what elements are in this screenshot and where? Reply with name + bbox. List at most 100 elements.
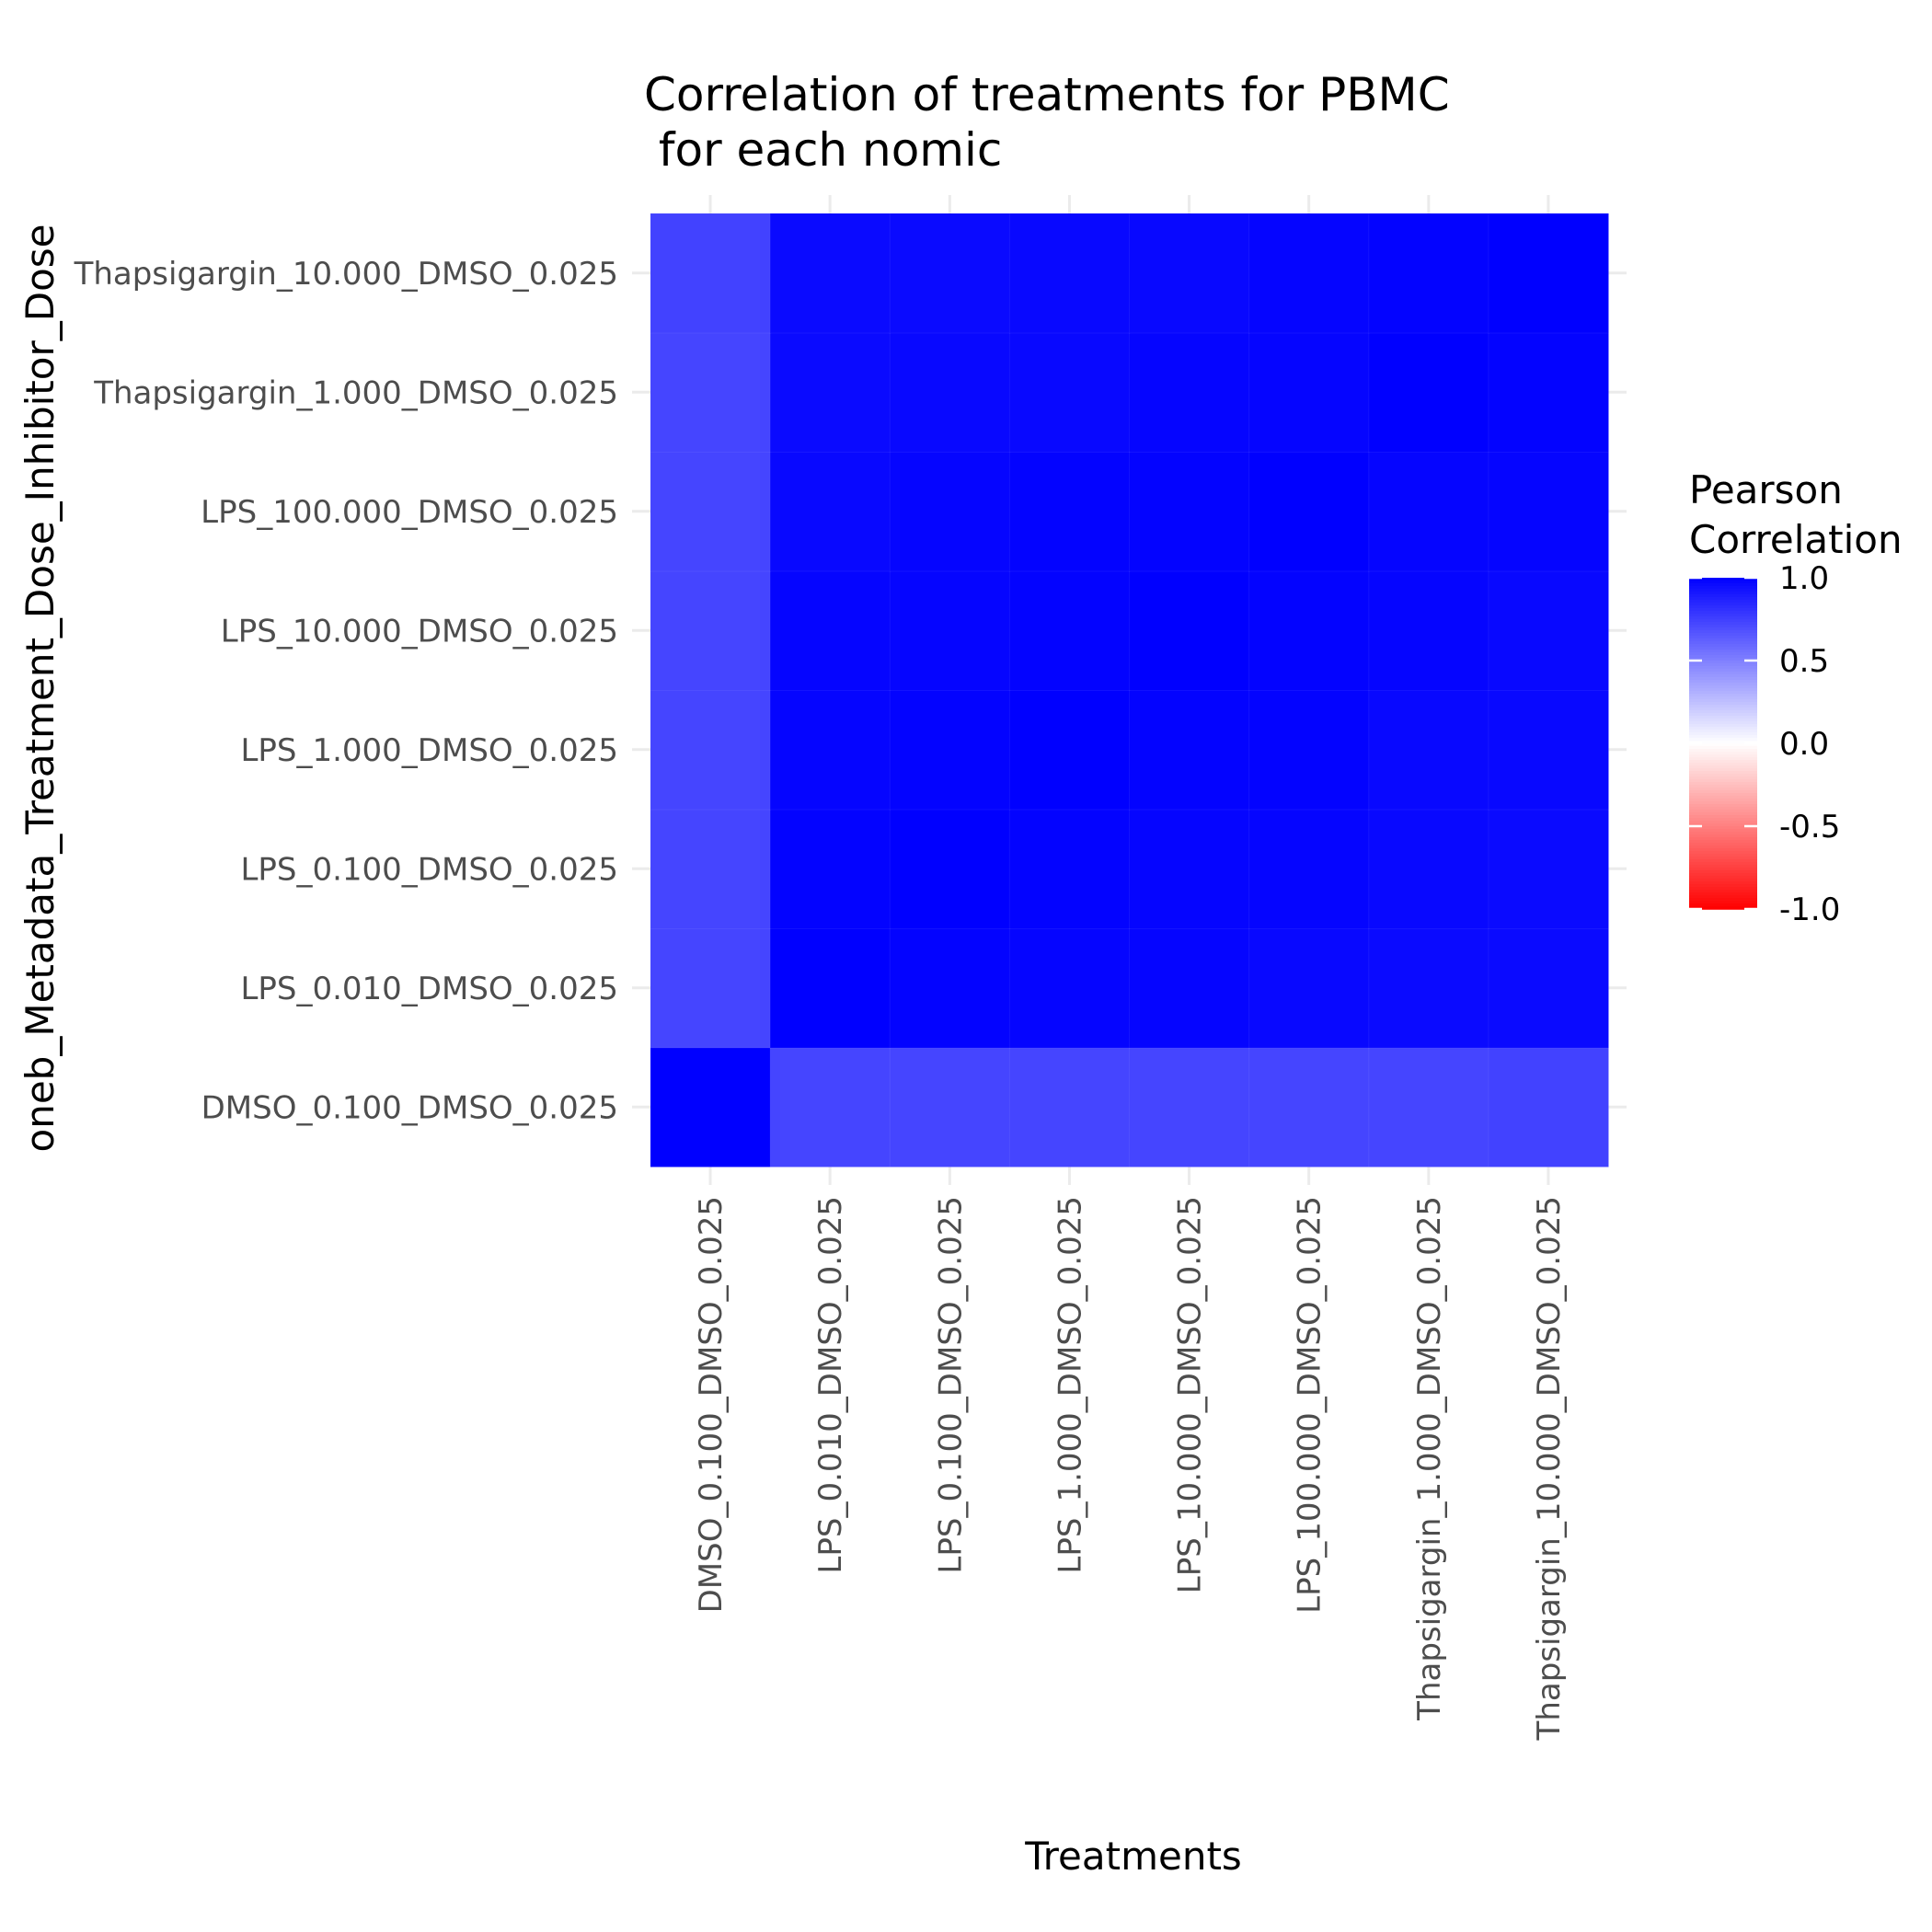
legend-gradient-step (1689, 713, 1757, 717)
y-tick-label: LPS_0.010_DMSO_0.025 (240, 971, 618, 1007)
legend-gradient-step (1689, 721, 1757, 725)
legend-gradient-step (1689, 614, 1757, 617)
heatmap-cell (1488, 570, 1609, 691)
heatmap-cell (1008, 689, 1131, 811)
legend-gradient-step (1689, 658, 1757, 661)
legend-title-line-2: Correlation (1689, 517, 1903, 562)
legend-gradient-step (1689, 655, 1757, 659)
x-axis-title: Treatments (1024, 1834, 1242, 1879)
legend-gradient-step (1689, 884, 1757, 888)
heatmap-cell (889, 570, 1011, 691)
legend-gradient-step (1689, 881, 1757, 885)
heatmap-cell (1008, 1047, 1131, 1167)
legend-gradient-step (1689, 741, 1757, 744)
legend-gradient-step (1689, 589, 1757, 592)
legend-gradient-step (1689, 790, 1757, 794)
y-tick-label: LPS_10.000_DMSO_0.025 (221, 613, 618, 650)
legend-gradient-step (1689, 810, 1757, 813)
heatmap-cell (1129, 332, 1250, 453)
heatmap-cell (1488, 332, 1609, 453)
legend-gradient-step (1689, 749, 1757, 753)
legend-gradient-step (1689, 605, 1757, 609)
legend-break-label: -1.0 (1779, 891, 1840, 928)
chart-title: Correlation of treatments for PBMC for e… (644, 68, 1450, 177)
legend-gradient-step (1689, 719, 1757, 722)
legend-gradient-step (1689, 716, 1757, 719)
heatmap-cell (889, 927, 1011, 1049)
heatmap-cell (1488, 927, 1609, 1049)
legend-gradient-step (1689, 757, 1757, 761)
heatmap-cell (1248, 809, 1370, 929)
heatmap-cell (1129, 927, 1250, 1049)
color-legend: Pearson Correlation 1.0 0.5 0.0 -0.5 -1.0 (1689, 467, 1903, 928)
heatmap-cell (1129, 809, 1250, 929)
legend-gradient-step (1689, 799, 1757, 802)
legend-gradient-step (1689, 826, 1757, 830)
legend-gradient-step (1689, 793, 1757, 797)
heatmap-cell (889, 213, 1011, 334)
heatmap-cell (1368, 927, 1489, 1049)
chart-title-line-2: for each nomic (644, 123, 1002, 177)
y-tick-label: LPS_1.000_DMSO_0.025 (240, 732, 618, 769)
legend-gradient-step (1689, 829, 1757, 833)
legend-gradient-step (1689, 619, 1757, 623)
legend-gradient-step (1689, 818, 1757, 822)
legend-gradient-step (1689, 743, 1757, 747)
y-tick-label: Thapsigargin_10.000_DMSO_0.025 (74, 256, 618, 293)
legend-break-label: -0.5 (1779, 809, 1840, 845)
legend-gradient-step (1689, 730, 1757, 733)
heatmap-cell (1248, 213, 1370, 334)
legend-gradient-step (1689, 672, 1757, 675)
legend-gradient-step (1689, 583, 1757, 587)
x-tick-label: LPS_1.000_DMSO_0.025 (1052, 1196, 1088, 1574)
legend-gradient-step (1689, 782, 1757, 786)
heatmap-cell (1129, 213, 1250, 334)
heatmap-cell (1488, 689, 1609, 811)
heatmap-cell (1008, 213, 1131, 334)
x-tick-label: LPS_0.010_DMSO_0.025 (812, 1196, 849, 1574)
legend-gradient-step (1689, 870, 1757, 874)
legend-gradient-step (1689, 641, 1757, 645)
legend-gradient-step (1689, 906, 1757, 910)
x-tick-label: LPS_100.000_DMSO_0.025 (1292, 1196, 1328, 1614)
legend-break-label: 0.5 (1779, 643, 1829, 680)
heatmap-cell (650, 451, 772, 572)
legend-gradient-step (1689, 696, 1757, 700)
heatmap-cell (769, 927, 891, 1049)
heatmap-cell (650, 1047, 772, 1167)
heatmap-cell (769, 451, 891, 572)
legend-gradient-step (1689, 788, 1757, 791)
y-tick-label: LPS_100.000_DMSO_0.025 (201, 494, 618, 531)
heatmap-cell (1008, 927, 1131, 1049)
legend-gradient-step (1689, 608, 1757, 612)
x-tick-label: Thapsigargin_10.000_DMSO_0.025 (1531, 1196, 1568, 1741)
legend-gradient-step (1689, 677, 1757, 681)
legend-gradient-step (1689, 868, 1757, 871)
legend-gradient-step (1689, 760, 1757, 764)
x-tick-label: LPS_0.100_DMSO_0.025 (932, 1196, 969, 1574)
legend-gradient-step (1689, 611, 1757, 615)
legend-gradient-step (1689, 597, 1757, 601)
heatmap-cell (769, 689, 891, 811)
legend-gradient-step (1689, 685, 1757, 689)
legend-gradient-step (1689, 707, 1757, 711)
legend-gradient-step (1689, 630, 1757, 634)
heatmap-cell (1248, 570, 1370, 691)
legend-gradient-step (1689, 633, 1757, 637)
legend-gradient-step (1689, 622, 1757, 626)
heatmap-cell (1368, 213, 1489, 334)
legend-gradient-step (1689, 879, 1757, 882)
heatmap-cell (650, 332, 772, 453)
legend-gradient-step (1689, 647, 1757, 650)
heatmap-cell (1488, 213, 1609, 334)
legend-gradient-step (1689, 710, 1757, 714)
legend-gradient-step (1689, 666, 1757, 670)
legend-gradient-step (1689, 887, 1757, 891)
heatmap-cell (1248, 689, 1370, 811)
x-tick-label: LPS_10.000_DMSO_0.025 (1172, 1196, 1209, 1593)
legend-gradient-step (1689, 834, 1757, 838)
legend-gradient-step (1689, 644, 1757, 648)
legend-gradient-step (1689, 898, 1757, 902)
legend-gradient-step (1689, 650, 1757, 653)
legend-gradient-step (1689, 840, 1757, 844)
